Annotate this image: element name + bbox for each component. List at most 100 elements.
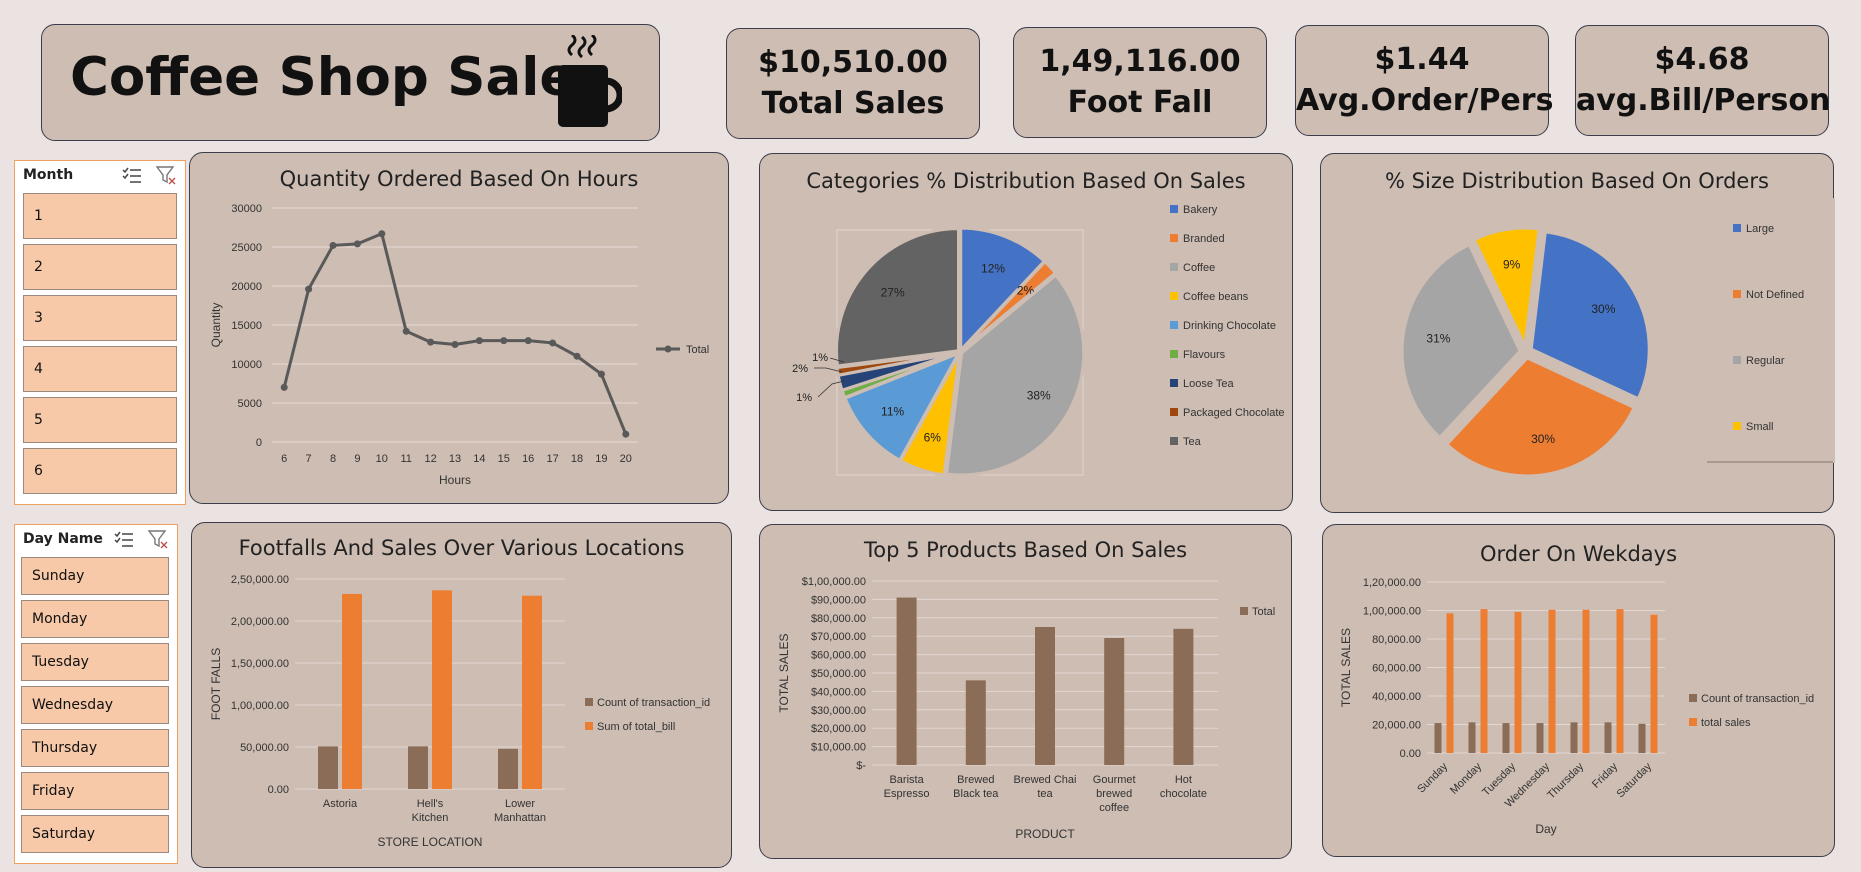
legend-label: Count of transaction_id — [1701, 693, 1814, 705]
bar — [1480, 609, 1488, 753]
kpi-value: 1,49,116.00 — [1039, 44, 1241, 79]
legend-label: Sum of total_bill — [597, 721, 675, 733]
slice-label: 2% — [792, 363, 808, 375]
slicer-item-tuesday[interactable]: Tuesday — [21, 643, 169, 681]
x-tick-label: 14 — [473, 453, 485, 465]
slicer-item-month-6[interactable]: 6 — [23, 448, 177, 494]
slicer-header: Day Name — [23, 531, 103, 547]
kpi-label: Foot Fall — [1067, 85, 1213, 120]
sizes-pie-chart: 30% 30% 31% 9% Large Not Defined Regular Small — [1400, 198, 1835, 478]
slicer-item-wednesday[interactable]: Wednesday — [21, 686, 169, 724]
multi-select-icon[interactable] — [113, 529, 135, 549]
data-point — [378, 230, 386, 238]
data-point — [402, 327, 410, 335]
kpi-label: Total Sales — [761, 86, 945, 121]
sizes-chart-card: % Size Distribution Based On Orders 30% 3… — [1320, 153, 1835, 513]
x-tick-label: 18 — [571, 453, 583, 465]
slice-label: 11% — [881, 404, 904, 418]
kpi-avg-bill: $4.68 avg.Bill/Person — [1575, 25, 1831, 136]
clear-filter-icon[interactable] — [155, 165, 177, 185]
y-tick-label: 15000 — [231, 320, 262, 332]
kpi-foot-fall: 1,49,116.00 Foot Fall — [1013, 27, 1267, 138]
bar — [1604, 722, 1612, 753]
pie-slice — [1472, 226, 1541, 352]
slicer-item-thursday[interactable]: Thursday — [21, 729, 169, 767]
pie-slice — [1400, 242, 1522, 440]
data-point — [305, 285, 313, 293]
slicer-item-month-4[interactable]: 4 — [23, 346, 177, 392]
legend-swatch — [1170, 263, 1178, 271]
x-axis-label: STORE LOCATION — [378, 835, 483, 849]
slice-label: 1% — [812, 352, 828, 364]
bar — [1446, 613, 1454, 753]
slice-label: 6% — [924, 430, 942, 444]
legend-label: Coffee beans — [1183, 291, 1249, 303]
clear-filter-icon[interactable] — [147, 529, 169, 549]
y-tick-label: 1,00,000.00 — [231, 700, 289, 712]
slice-label: 27% — [881, 286, 905, 300]
chart-title: Categories % Distribution Based On Sales — [806, 169, 1246, 193]
slicer-item-month-5[interactable]: 5 — [23, 397, 177, 443]
bar — [1548, 609, 1556, 753]
bar — [1616, 609, 1624, 753]
slicer-item-month-3[interactable]: 3 — [23, 295, 177, 341]
coffee-mug-icon — [558, 35, 622, 127]
slicer-item-sunday[interactable]: Sunday — [21, 557, 169, 595]
x-tick-label: Saturday — [1615, 760, 1655, 800]
legend-box — [1707, 198, 1835, 463]
x-tick-label: Astoria — [323, 798, 358, 810]
x-tick-label: 11 — [400, 453, 411, 465]
x-axis-label: PRODUCT — [1015, 827, 1075, 841]
legend-label: Drinking Chocolate — [1183, 320, 1276, 332]
x-tick-label: Hell's — [417, 798, 444, 810]
slicer-item-friday[interactable]: Friday — [21, 772, 169, 810]
x-tick-label: Lower — [505, 798, 535, 810]
y-tick-label: 5000 — [238, 398, 262, 410]
x-tick-label: coffee — [1099, 802, 1129, 814]
x-tick-label: Kitchen — [412, 812, 449, 824]
x-tick-label: 19 — [595, 453, 607, 465]
slicer-item-monday[interactable]: Monday — [21, 600, 169, 638]
x-tick-label: Espresso — [884, 788, 930, 800]
bar — [1502, 723, 1510, 753]
slicer-item-month-2[interactable]: 2 — [23, 244, 177, 290]
x-tick-label: 8 — [330, 453, 336, 465]
data-point — [329, 241, 337, 249]
slicer-item-saturday[interactable]: Saturday — [21, 815, 169, 853]
legend-label: Total — [1252, 606, 1275, 618]
slicer-item-month-1[interactable]: 1 — [23, 193, 177, 239]
products-bar-chart: $- $10,000.00 $20,000.00 $30,000.00 $40,000.… — [777, 576, 1275, 841]
legend-label: Coffee — [1183, 262, 1215, 274]
bar — [1173, 628, 1194, 765]
data-point — [427, 338, 435, 346]
y-tick-label: 30000 — [231, 203, 262, 215]
legend-swatch — [1689, 718, 1697, 726]
x-tick-label: 13 — [449, 453, 461, 465]
y-tick-label: $1,00,000.00 — [802, 576, 866, 588]
y-tick-label: 20,000.00 — [1372, 720, 1421, 732]
legend-swatch — [1170, 379, 1178, 387]
bar — [498, 748, 518, 789]
legend-swatch — [585, 722, 593, 730]
legend-swatch — [1689, 694, 1697, 702]
legend-swatch — [1240, 607, 1248, 615]
pie-slice — [960, 259, 1058, 352]
bar — [1035, 627, 1055, 765]
legend-label: Tea — [1183, 436, 1202, 448]
data-point — [524, 337, 532, 345]
bar — [1638, 723, 1646, 753]
y-tick-label: 50,000.00 — [240, 742, 289, 754]
day-slicer: Day Name Sunday Monday Tuesday Wednesday… — [14, 524, 178, 864]
slice-label: 2% — [1017, 284, 1035, 298]
x-tick-label: 15 — [498, 453, 510, 465]
bar — [522, 595, 542, 789]
title-card: Coffee Shop Sales — [41, 24, 660, 141]
bar — [1582, 609, 1590, 753]
kpi-label: avg.Bill/Person — [1576, 83, 1831, 118]
multi-select-icon[interactable] — [121, 165, 143, 185]
legend-marker-dot — [664, 345, 672, 353]
data-point — [280, 383, 288, 391]
kpi-value: $4.68 — [1654, 42, 1750, 77]
locations-bar-chart: 0.00 50,000.00 1,00,000.00 1,50,000.00 2,00,… — [209, 574, 710, 849]
leader-line — [814, 367, 843, 373]
